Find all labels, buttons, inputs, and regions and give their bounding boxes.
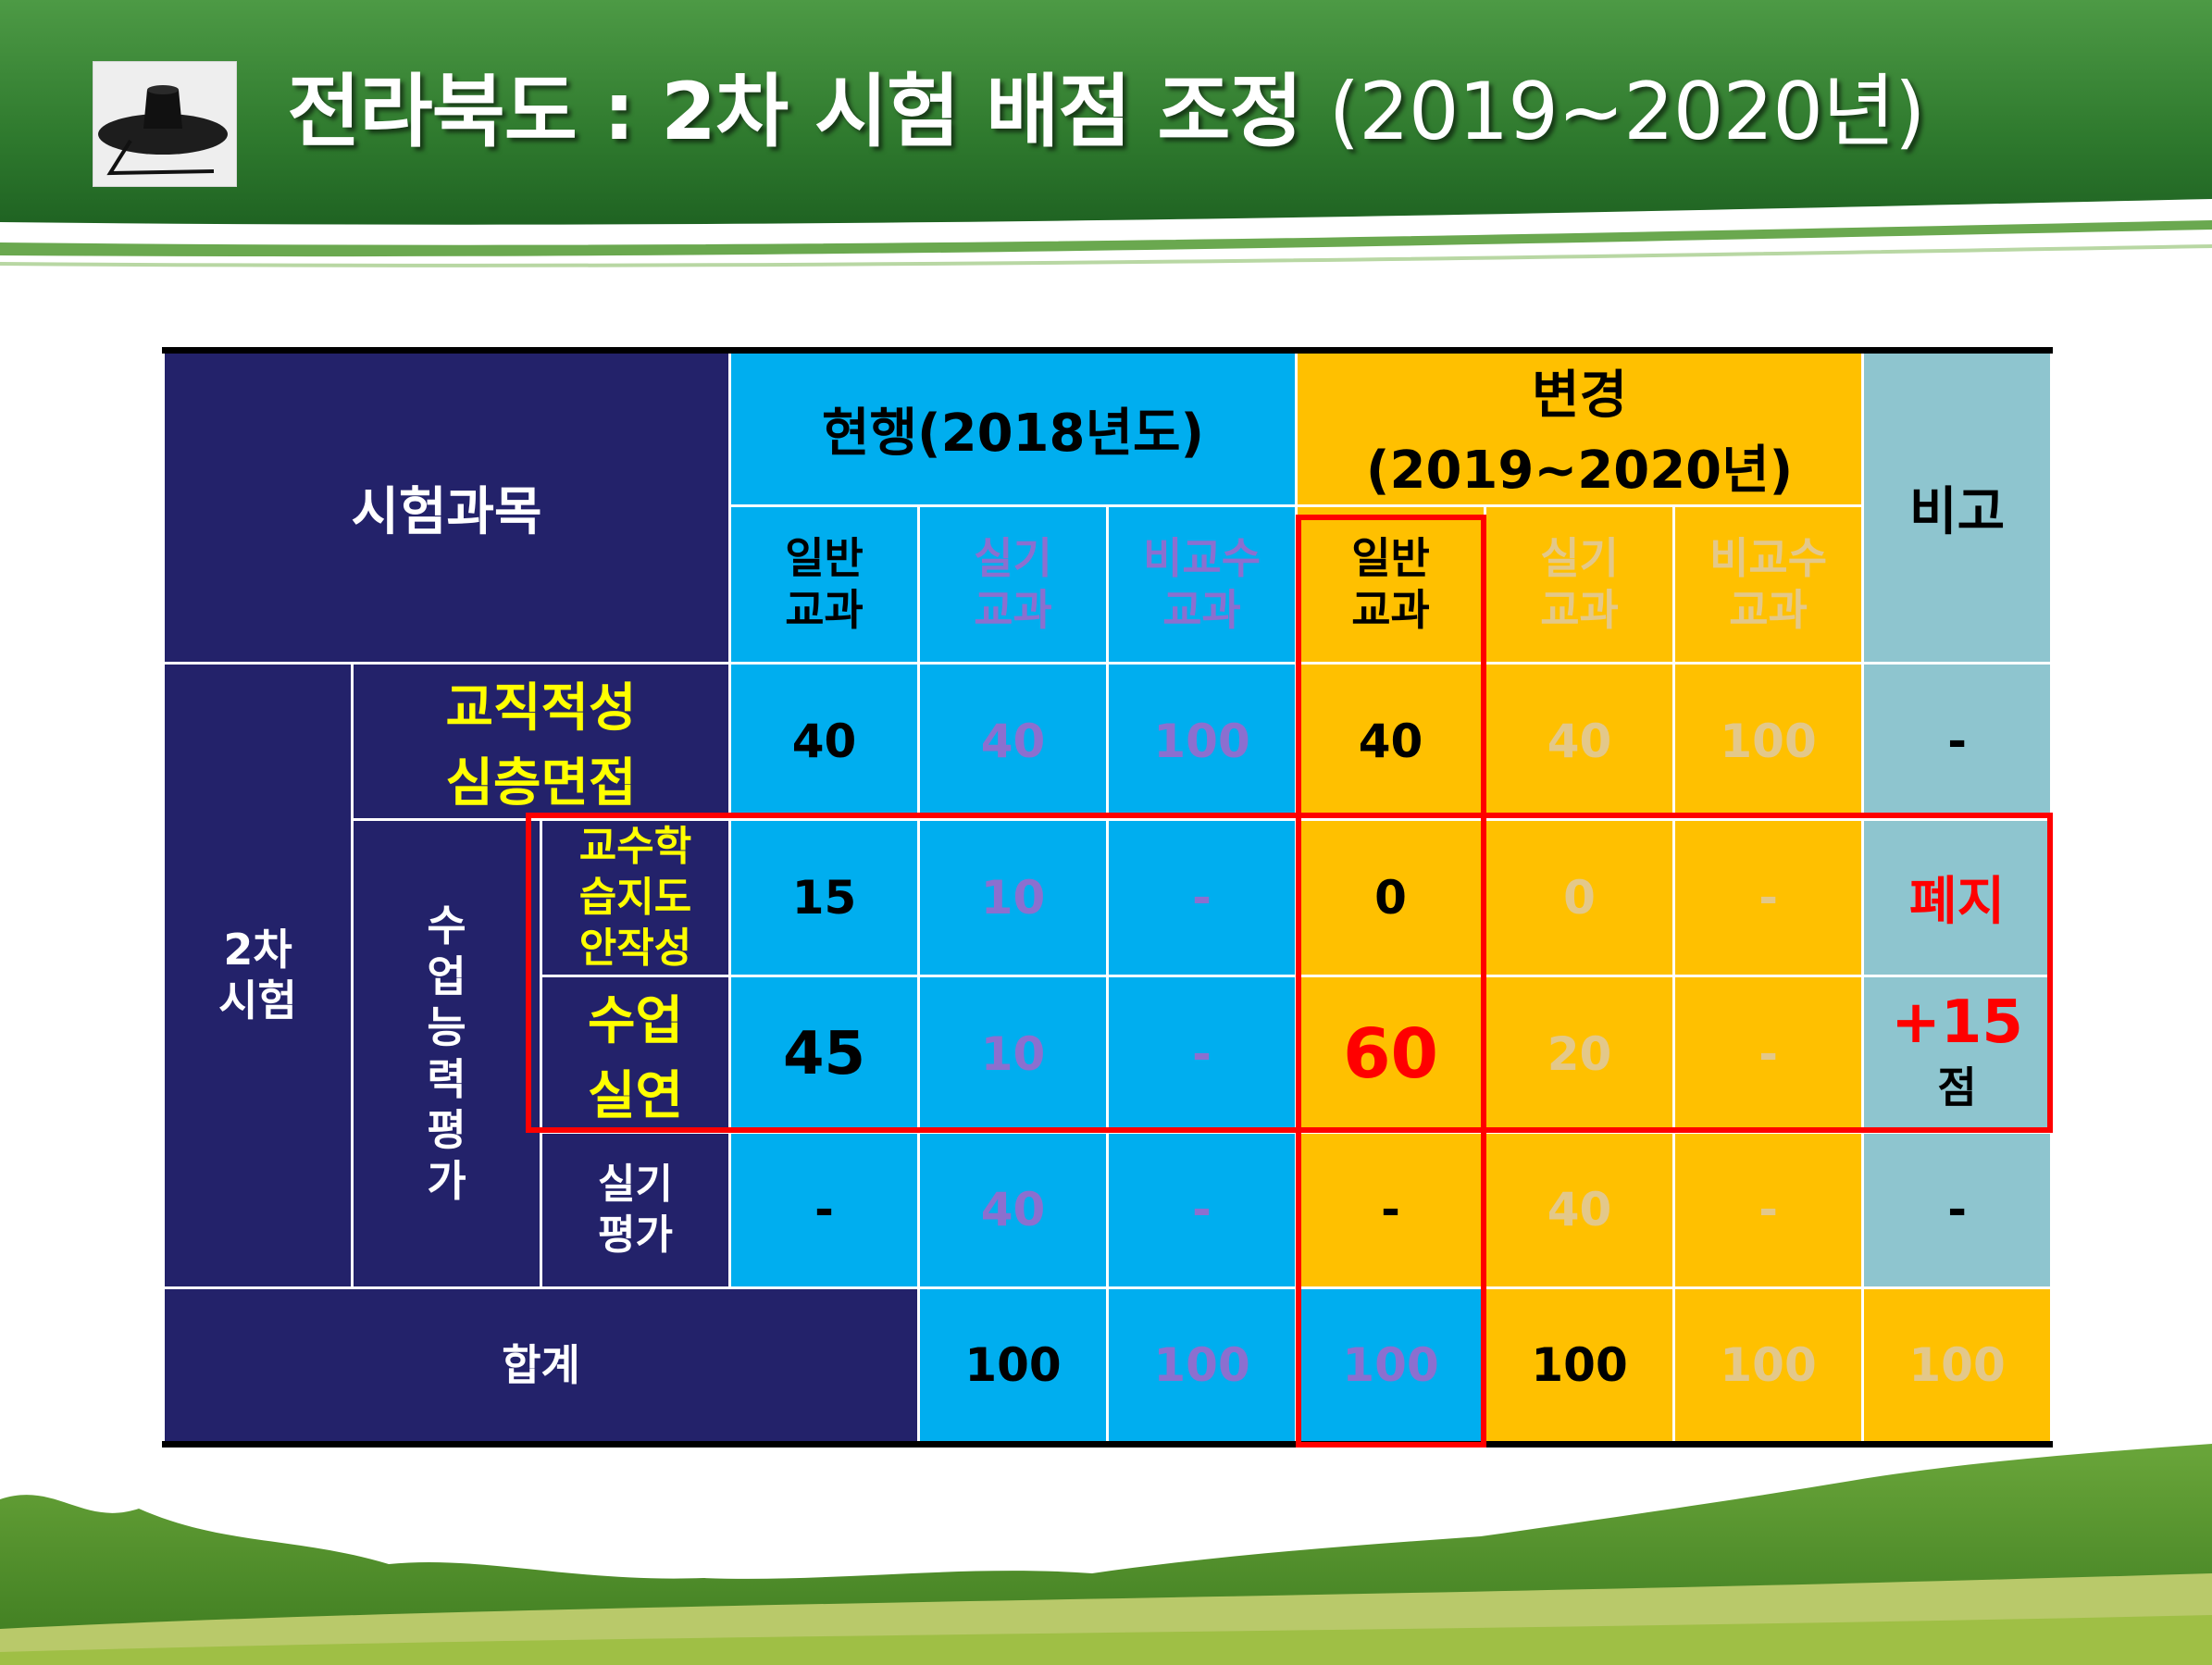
cell-total-3: 100 [1484, 1286, 1676, 1446]
remark-aptitude: - [1861, 662, 2054, 822]
cell-demo-4: 20 [1484, 974, 1676, 1134]
header-current: 현행(2018년도) [728, 349, 1299, 507]
cell-demo-3: 60 [1295, 974, 1487, 1134]
cell-aptitude-1: 40 [917, 662, 1110, 822]
cell-practical-1: 40 [917, 1130, 1110, 1290]
remark-demo-unit: 점 [1937, 1062, 1977, 1113]
cell-aptitude-3: 40 [1295, 662, 1487, 822]
stage-label: 2차 시험 [162, 662, 354, 1290]
class-eval-label: 수 업 능 력 평 가 [351, 818, 542, 1290]
gat-hat-image [93, 61, 237, 187]
subcol-current-general: 일반 교과 [728, 503, 921, 665]
cell-practical-2: - [1106, 1130, 1299, 1290]
cell-practical-3: - [1295, 1130, 1487, 1290]
header-remark: 비고 [1861, 348, 2054, 665]
cell-lesson-plan-0: 15 [728, 818, 921, 977]
cell-demo-1: 10 [917, 974, 1110, 1134]
cell-total-1: 100 [1106, 1286, 1299, 1446]
remark-demo-value: +15 [1891, 988, 2023, 1058]
header-subject: 시험과목 [161, 348, 732, 665]
cell-aptitude-5: 100 [1672, 662, 1865, 822]
page-title: 전라북도 : 2차 시험 배점 조정 (2019~2020년) [0, 72, 2212, 152]
remark-demo: +15 점 [1861, 974, 2054, 1134]
subcol-changed-nonteaching: 비교수 교과 [1672, 503, 1865, 665]
subcol-current-nonteaching: 비교수 교과 [1106, 503, 1299, 665]
cell-lesson-plan-4: 0 [1484, 818, 1676, 977]
cell-total-0: 100 [917, 1286, 1110, 1446]
remark-lesson-plan: 폐지 [1861, 818, 2054, 977]
total-label: 합계 [161, 1286, 921, 1446]
cell-aptitude-4: 40 [1484, 662, 1676, 822]
row-practical-label: 실기 평가 [539, 1130, 732, 1290]
cell-total-2: 100 [1295, 1286, 1487, 1446]
header-changed: 변경 (2019~2020년) [1295, 349, 1865, 507]
header-banner [0, 0, 2212, 267]
subcol-changed-general: 일반 교과 [1295, 503, 1487, 665]
row-aptitude-label: 교직적성 심층면접 [350, 662, 732, 822]
cell-practical-0: - [728, 1130, 921, 1290]
remark-practical: - [1861, 1130, 2054, 1290]
cell-practical-5: - [1672, 1130, 1865, 1290]
cell-aptitude-2: 100 [1106, 662, 1299, 822]
title-period: (2019~2020년) [1328, 66, 1926, 158]
title-main: 전라북도 : 2차 시험 배점 조정 [287, 66, 1302, 158]
grass-footer [0, 1444, 2212, 1665]
row-lesson-plan-label: 교수학 습지도 안작성 [539, 818, 732, 977]
cell-total-4: 100 [1672, 1286, 1865, 1446]
subcol-changed-practical: 실기 교과 [1484, 503, 1676, 665]
cell-lesson-plan-2: - [1106, 818, 1299, 977]
cell-practical-4: 40 [1484, 1130, 1676, 1290]
cell-lesson-plan-1: 10 [917, 818, 1110, 977]
cell-demo-2: - [1106, 974, 1299, 1134]
cell-lesson-plan-3: 0 [1295, 818, 1487, 977]
cell-total-5: 100 [1861, 1286, 2054, 1446]
row-demo-label: 수업 실연 [539, 974, 732, 1134]
cell-demo-0: 45 [728, 974, 921, 1134]
cell-lesson-plan-5: - [1672, 818, 1865, 977]
score-table: 시험과목 현행(2018년도) 변경 (2019~2020년) 비고 일반 교과… [161, 347, 2054, 1448]
cell-aptitude-0: 40 [728, 662, 921, 822]
subcol-current-practical: 실기 교과 [917, 503, 1110, 665]
cell-demo-5: - [1672, 974, 1865, 1134]
